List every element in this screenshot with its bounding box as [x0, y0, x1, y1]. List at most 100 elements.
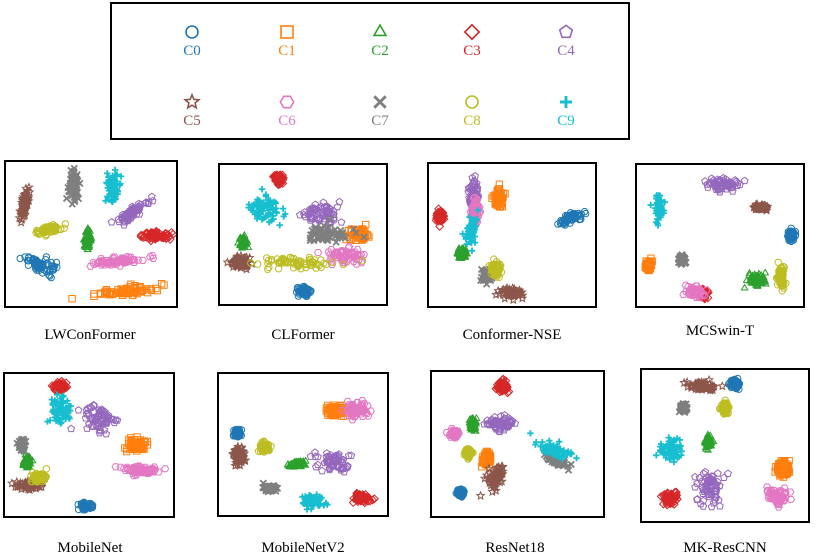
point-c2	[294, 457, 303, 465]
point-c8	[776, 267, 784, 276]
legend-marker-shape-c2	[372, 23, 388, 37]
point-c9	[56, 402, 63, 409]
point-c9	[109, 172, 116, 180]
point-c6	[333, 248, 342, 256]
cluster-c2	[465, 413, 481, 434]
cluster-c5	[748, 199, 773, 215]
point-c6	[327, 253, 336, 261]
point-c6	[347, 408, 356, 416]
point-c1	[495, 180, 504, 188]
point-c1	[90, 290, 98, 298]
point-c1	[644, 264, 652, 272]
point-c7	[62, 194, 71, 203]
point-c7	[267, 483, 275, 491]
point-c4	[127, 205, 136, 214]
point-c0	[42, 255, 50, 264]
cluster-c0	[554, 207, 590, 229]
point-c9	[67, 403, 74, 410]
point-c4	[341, 463, 350, 472]
cluster-c6	[442, 424, 463, 442]
point-c8	[34, 470, 43, 479]
point-c8	[36, 471, 44, 479]
point-c7	[306, 234, 314, 242]
point-c6	[338, 406, 347, 414]
point-c0	[306, 286, 314, 295]
point-c5	[16, 483, 27, 494]
point-c0	[786, 234, 795, 243]
point-c0	[581, 209, 590, 218]
point-c3	[278, 178, 288, 188]
point-c4	[701, 177, 709, 185]
point-c4	[714, 185, 723, 194]
point-c7	[71, 172, 79, 180]
cluster-c9	[102, 166, 125, 205]
legend-marker-shape-c6	[279, 95, 295, 109]
point-c4	[311, 200, 320, 208]
point-c8	[267, 255, 276, 264]
point-c4	[144, 197, 153, 206]
point-c4	[723, 181, 732, 190]
point-c4	[82, 409, 91, 418]
point-c0	[454, 488, 462, 497]
point-c9	[281, 210, 289, 218]
point-c5	[750, 203, 761, 213]
point-c2	[460, 252, 469, 260]
cluster-c2	[234, 230, 253, 251]
point-c6	[696, 287, 705, 295]
point-c5	[241, 264, 252, 274]
cluster-c1	[641, 254, 657, 275]
point-c4	[311, 205, 320, 213]
point-c9	[113, 171, 121, 178]
point-c0	[233, 430, 241, 438]
tsne-scatter-1	[222, 170, 373, 301]
point-c8	[489, 267, 497, 275]
point-c9	[254, 208, 261, 215]
point-c4	[725, 180, 734, 189]
point-c7	[70, 167, 78, 176]
point-c2	[299, 457, 308, 465]
point-c3	[145, 230, 155, 240]
point-c8	[305, 257, 313, 265]
point-c7	[310, 225, 319, 233]
point-c0	[234, 428, 242, 437]
point-c8	[265, 263, 273, 272]
point-c9	[58, 405, 66, 413]
point-c6	[364, 412, 373, 420]
legend-item-c3: C3	[442, 22, 502, 59]
point-c7	[352, 229, 360, 237]
point-c2	[84, 225, 93, 233]
tsne-panel-lwconformer	[4, 160, 178, 308]
point-c1	[141, 438, 150, 446]
point-c9	[464, 231, 472, 238]
point-c1	[136, 436, 145, 444]
point-c2	[754, 277, 763, 285]
point-c9	[308, 505, 315, 513]
point-c8	[302, 263, 310, 272]
point-c5	[232, 254, 243, 265]
point-c0	[47, 273, 55, 282]
legend-label-c8: C8	[463, 113, 481, 129]
point-c5	[21, 199, 31, 209]
point-c3	[157, 231, 167, 241]
point-c4	[103, 411, 111, 420]
tsne-scatter-6	[442, 374, 580, 501]
point-c6	[150, 467, 159, 475]
point-c0	[455, 487, 464, 495]
point-c4	[103, 415, 112, 424]
point-c2	[22, 463, 31, 471]
point-c1	[147, 286, 156, 295]
cluster-c1	[477, 447, 495, 471]
point-c9	[103, 193, 111, 200]
point-c3	[150, 229, 161, 239]
point-c8	[778, 280, 786, 289]
point-c5	[7, 478, 17, 488]
point-c0	[577, 215, 585, 223]
point-c5	[495, 464, 506, 474]
point-c9	[303, 499, 311, 507]
legend-item-c8: C8	[442, 92, 502, 129]
point-c6	[343, 397, 352, 405]
point-c7	[329, 229, 338, 237]
legend-marker-c7	[373, 95, 387, 109]
point-c0	[785, 233, 793, 242]
cluster-c3	[47, 376, 72, 396]
